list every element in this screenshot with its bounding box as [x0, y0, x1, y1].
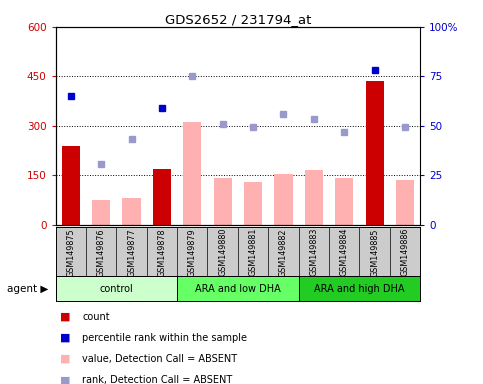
Text: GSM149884: GSM149884	[340, 228, 349, 276]
Bar	[92, 200, 110, 225]
Text: GSM149881: GSM149881	[249, 228, 257, 276]
Text: GSM149885: GSM149885	[370, 228, 379, 276]
Text: rank, Detection Call = ABSENT: rank, Detection Call = ABSENT	[82, 375, 232, 384]
Bar	[274, 174, 293, 225]
Text: GSM149882: GSM149882	[279, 228, 288, 276]
Bar	[244, 182, 262, 225]
Text: count: count	[82, 312, 110, 322]
Text: GSM149876: GSM149876	[97, 228, 106, 276]
Bar	[396, 180, 414, 225]
Text: GSM149883: GSM149883	[309, 228, 318, 276]
Text: value, Detection Call = ABSENT: value, Detection Call = ABSENT	[82, 354, 237, 364]
Bar	[213, 179, 232, 225]
Text: ■: ■	[60, 333, 71, 343]
Text: GSM149880: GSM149880	[218, 228, 227, 276]
Bar	[177, 276, 298, 301]
Bar	[305, 170, 323, 225]
Text: ARA and high DHA: ARA and high DHA	[314, 284, 405, 294]
Text: percentile rank within the sample: percentile rank within the sample	[82, 333, 247, 343]
Bar	[56, 276, 177, 301]
Text: control: control	[99, 284, 133, 294]
Bar	[153, 169, 171, 225]
Text: ARA and low DHA: ARA and low DHA	[195, 284, 281, 294]
Bar	[122, 198, 141, 225]
Title: GDS2652 / 231794_at: GDS2652 / 231794_at	[165, 13, 311, 26]
Bar	[335, 179, 354, 225]
Text: ■: ■	[60, 354, 71, 364]
Text: ■: ■	[60, 375, 71, 384]
Text: GSM149879: GSM149879	[188, 228, 197, 277]
Text: agent ▶: agent ▶	[7, 284, 49, 294]
Text: GSM149886: GSM149886	[400, 228, 410, 276]
Text: GSM149878: GSM149878	[157, 228, 167, 276]
Text: GSM149875: GSM149875	[66, 228, 75, 277]
Text: ■: ■	[60, 312, 71, 322]
Bar	[298, 276, 420, 301]
Bar	[62, 146, 80, 225]
Bar	[366, 81, 384, 225]
Text: GSM149877: GSM149877	[127, 228, 136, 277]
Bar	[183, 122, 201, 225]
